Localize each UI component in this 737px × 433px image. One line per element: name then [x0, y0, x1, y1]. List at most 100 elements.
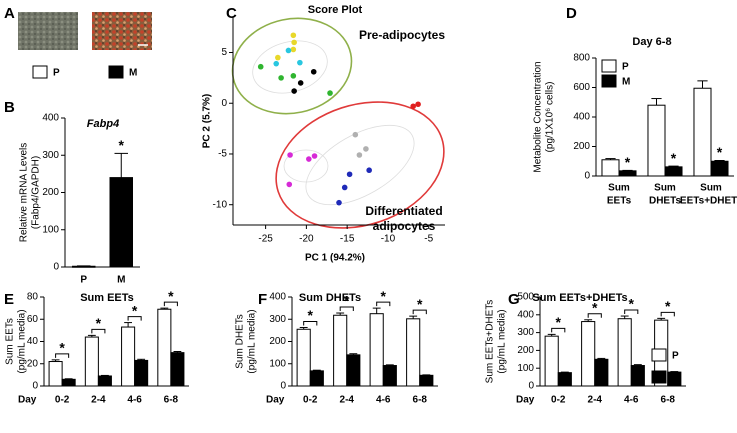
x-tick-label: 2-4: [588, 395, 603, 406]
group-ellipse: [275, 101, 445, 229]
x-tick-label: 4-6: [127, 395, 142, 406]
y-tick-label: 200: [269, 336, 286, 347]
point: [306, 156, 312, 162]
x-tick-label: -25: [258, 234, 273, 245]
bar: [48, 361, 63, 387]
point: [352, 131, 359, 138]
significance-bracket: [660, 311, 675, 317]
bar: [97, 375, 112, 387]
bar: [544, 335, 559, 387]
y-axis-label: (pg/1X10⁶ cells): [545, 82, 556, 153]
chart-title: Score Plot: [308, 4, 363, 16]
inner-ellipse: [305, 124, 415, 206]
legend-swatch: [651, 348, 667, 362]
point: [286, 181, 293, 188]
micrograph-p: [18, 12, 78, 50]
y-axis-label: Metabolite Concentration: [533, 61, 544, 172]
bar: [309, 370, 324, 387]
significance: *: [417, 296, 423, 312]
point: [278, 75, 284, 81]
bar: [296, 328, 311, 387]
x-tick-label: 0-2: [551, 395, 566, 406]
legend-swatch: [108, 65, 124, 79]
bar: [109, 177, 133, 268]
y-tick-label: 800: [573, 53, 590, 64]
bar: [61, 378, 76, 387]
y-tick-label: 0: [280, 381, 286, 392]
bar: [72, 265, 96, 268]
panel-letter: G: [508, 291, 520, 308]
annotation: adipocytes: [373, 219, 436, 233]
point: [290, 73, 297, 79]
significance: *: [308, 307, 314, 323]
significance-bracket: [587, 313, 602, 318]
y-axis-label: Sum EETs+DHETs: [485, 300, 496, 384]
legend-swatch: [601, 74, 617, 88]
bar: [557, 372, 572, 387]
x-tick-label: 2-4: [91, 395, 106, 406]
legend-swatch: [651, 370, 667, 384]
x-axis-label: Day: [266, 395, 285, 406]
inner-ellipse: [283, 149, 329, 183]
x-tick-label: Sum: [608, 183, 630, 194]
bar: [601, 159, 620, 177]
chart-title: Sum EETs+DHETs: [532, 292, 627, 304]
legend-label: M: [622, 77, 630, 88]
chart-title: Fabp4: [87, 118, 119, 130]
significance: *: [96, 315, 102, 331]
significance-bracket: [55, 353, 70, 358]
y-axis-label: (pg/mL media): [247, 309, 258, 373]
panel-letter: E: [4, 291, 14, 308]
y-tick-label: 200: [42, 187, 59, 198]
point: [297, 59, 303, 66]
y-axis-label: Sum EETs: [5, 318, 16, 365]
y-tick-label: 40: [27, 336, 39, 347]
x-tick-label: EETs: [607, 196, 632, 207]
x-tick-label: 6-8: [661, 395, 676, 406]
y-tick-label: 400: [573, 112, 590, 123]
y-tick-label: 60: [27, 314, 39, 325]
bar: [84, 336, 99, 387]
bar: [346, 354, 361, 387]
point: [290, 46, 297, 53]
x-tick-label: M: [117, 275, 125, 286]
point: [273, 60, 280, 67]
x-tick-label: 4-6: [376, 395, 391, 406]
bar: [170, 352, 185, 387]
bar: [406, 318, 421, 387]
significance-bracket: [376, 301, 391, 307]
y-axis-label: (pg/mL media): [497, 309, 508, 373]
y-tick-label: 0: [584, 171, 590, 182]
bar: [693, 87, 712, 177]
bar: [647, 104, 666, 177]
x-tick-label: EETs+DHETs: [680, 196, 737, 207]
significance: *: [671, 150, 677, 166]
y-axis-label: PC 2 (5.7%): [202, 94, 213, 148]
significance-bracket: [127, 316, 142, 321]
y-axis-label: Relative mRNA Levels: [19, 143, 30, 242]
point: [327, 90, 333, 96]
group-ellipse: [231, 17, 353, 115]
bar: [419, 374, 434, 387]
legend-label: P: [53, 68, 60, 79]
point: [366, 167, 372, 174]
panel-letter: A: [4, 5, 15, 22]
point: [291, 39, 297, 46]
x-tick-label: -20: [299, 234, 314, 245]
point: [291, 88, 297, 94]
significance-bracket: [303, 320, 318, 326]
point: [310, 68, 317, 75]
y-axis-label: Sum DHETs: [235, 314, 246, 368]
x-tick-label: 2-4: [340, 395, 355, 406]
bar: [333, 314, 348, 387]
legend-label: M: [129, 68, 137, 79]
legend-label: P: [672, 351, 679, 362]
panel-letter: F: [258, 291, 267, 308]
significance: *: [717, 144, 723, 160]
point: [311, 153, 318, 159]
bar: [710, 160, 729, 177]
significance: *: [592, 299, 598, 315]
bar: [594, 358, 609, 387]
x-tick-label: -5: [424, 234, 433, 245]
x-tick-label: P: [80, 275, 87, 286]
